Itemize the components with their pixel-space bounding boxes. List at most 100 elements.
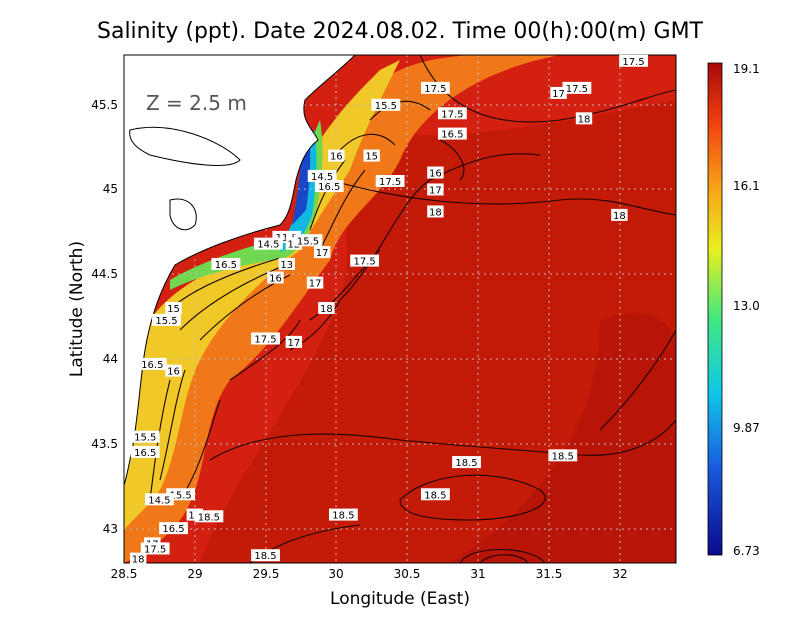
contour-label: 14.5 bbox=[307, 169, 337, 183]
contour-label-text: 16.5 bbox=[141, 360, 163, 371]
contour-label: 17.5 bbox=[420, 81, 450, 95]
contour-label-text: 16 bbox=[269, 274, 282, 285]
colorbar-tick-label: 13.0 bbox=[733, 299, 760, 313]
contour-label: 16.5 bbox=[159, 522, 188, 535]
y-tick-label: 44.5 bbox=[91, 267, 118, 281]
contour-label: 15.5 bbox=[293, 234, 323, 247]
x-tick-label: 29 bbox=[187, 567, 202, 581]
contour-label: 17 bbox=[427, 183, 444, 196]
contour-label: 16.5 bbox=[130, 445, 160, 459]
contour-label: 16 bbox=[267, 271, 284, 285]
contour-label: 15 bbox=[165, 302, 182, 315]
contour-label-text: 15.5 bbox=[297, 236, 319, 247]
contour-label: 14.5 bbox=[253, 237, 283, 251]
contour-label-text: 18.5 bbox=[332, 511, 354, 522]
contour-label: 17.5 bbox=[562, 81, 592, 95]
y-tick-labels: 45.5 45 44.5 44 43.5 43 bbox=[91, 98, 118, 536]
lake-shape bbox=[169, 198, 197, 231]
contour-label-text: 18.5 bbox=[198, 512, 220, 523]
contour-label: 17 bbox=[306, 276, 324, 290]
contour-label-text: 18 bbox=[613, 211, 626, 222]
contour-label: 18.5 bbox=[251, 549, 280, 562]
contour-label: 15.5 bbox=[130, 430, 160, 444]
contour-label: 17.5 bbox=[251, 332, 280, 345]
contour-label: 16.5 bbox=[314, 180, 344, 193]
x-tick-label: 30 bbox=[328, 567, 343, 581]
contour-label-text: 15.5 bbox=[169, 490, 191, 501]
x-tick-label: 28.5 bbox=[111, 567, 138, 581]
contour-label: 18.5 bbox=[420, 488, 450, 501]
contour-label-text: 17.5 bbox=[144, 544, 166, 555]
map-title: Salinity (ppt). Date 2024.08.02. Time 00… bbox=[97, 19, 704, 44]
contour-label: 18 bbox=[129, 552, 147, 566]
contour-label-text: 18 bbox=[578, 114, 591, 125]
contour-label: 15.5 bbox=[371, 98, 401, 112]
contour-label-text: 16 bbox=[429, 169, 442, 180]
contour-label: 17.5 bbox=[437, 107, 467, 120]
contour-label: 14.5 bbox=[144, 493, 174, 506]
x-tick-label: 31 bbox=[470, 567, 485, 581]
contour-label-text: 17 bbox=[309, 279, 322, 290]
contour-label-text: 16.5 bbox=[215, 260, 237, 271]
contour-label-text: 16 bbox=[167, 367, 180, 378]
contour-label: 18.5 bbox=[328, 508, 358, 522]
contour-label: 16 bbox=[165, 364, 182, 378]
contour-label-text: 17.5 bbox=[622, 57, 644, 68]
x-tick-label: 31.5 bbox=[536, 567, 563, 581]
contour-label-text: 18.5 bbox=[254, 551, 276, 562]
contour-label-text: 14.5 bbox=[311, 172, 333, 183]
colorbar-tick-label: 16.1 bbox=[733, 179, 760, 193]
y-tick-label: 45.5 bbox=[91, 98, 118, 112]
contour-label: 16 bbox=[328, 149, 345, 163]
contour-label-text: 15.5 bbox=[134, 433, 156, 444]
y-axis-title: Latitude (North) bbox=[67, 241, 87, 377]
contour-label: 18 bbox=[427, 205, 444, 218]
contour-label: 18.5 bbox=[452, 456, 481, 469]
land-mass bbox=[124, 55, 356, 486]
contour-label-text: 17 bbox=[316, 248, 329, 259]
contour-label: 17 bbox=[285, 335, 303, 349]
x-tick-label: 30.5 bbox=[394, 567, 421, 581]
colorbar: 19.1 16.1 13.0 9.87 6.73 bbox=[707, 62, 760, 558]
contour-label: 15 bbox=[363, 149, 380, 163]
contour-label: 17.5 bbox=[619, 54, 648, 68]
contour-label-text: 18 bbox=[132, 555, 145, 566]
contour-label-text: 15 bbox=[167, 304, 180, 315]
y-tick-label: 45 bbox=[103, 182, 118, 196]
contour-label: 17.5 bbox=[375, 175, 405, 188]
contour-label-text: 15.5 bbox=[155, 316, 177, 327]
contour-label-text: 17.5 bbox=[379, 177, 401, 188]
y-tick-label: 43.5 bbox=[91, 437, 118, 451]
lake-shape bbox=[129, 126, 241, 166]
depth-label: Z = 2.5 m bbox=[146, 91, 247, 115]
contour-label-text: 16.5 bbox=[134, 448, 156, 459]
contour-label-text: 15 bbox=[365, 152, 378, 163]
contour-label: 17 bbox=[550, 86, 567, 100]
colorbar-tick-label: 9.87 bbox=[733, 421, 760, 435]
contour-label-text: 17.5 bbox=[254, 334, 276, 345]
contour-label-text: 18.5 bbox=[455, 458, 477, 469]
x-tick-label: 32 bbox=[612, 567, 627, 581]
contour-label-text: 16 bbox=[330, 152, 343, 163]
colorbar-tick-label: 19.1 bbox=[733, 62, 760, 76]
contour-label: 13 bbox=[278, 257, 295, 271]
contour-label-text: 13 bbox=[280, 260, 293, 271]
contour-label: 17.5 bbox=[350, 254, 380, 268]
x-tick-label: 29.5 bbox=[253, 567, 280, 581]
contour-label: 18 bbox=[575, 112, 593, 125]
plot-area bbox=[124, 55, 676, 563]
contour-label-text: 17.5 bbox=[441, 109, 463, 120]
contour-label: 18 bbox=[611, 208, 628, 222]
contour-label-text: 18.5 bbox=[552, 451, 574, 462]
contour-label-text: 16.5 bbox=[162, 524, 184, 535]
contour-label: 18.5 bbox=[548, 449, 578, 462]
contour-label-text: 18.5 bbox=[424, 490, 446, 501]
sea-high-salinity-region bbox=[200, 100, 676, 563]
contour-label-text: 14.5 bbox=[148, 495, 170, 506]
plot-frame bbox=[123, 54, 677, 564]
contour-label: 16.5 bbox=[437, 127, 467, 141]
contour-label: 18 bbox=[318, 302, 335, 315]
contour-label-text: 16.5 bbox=[318, 182, 340, 193]
